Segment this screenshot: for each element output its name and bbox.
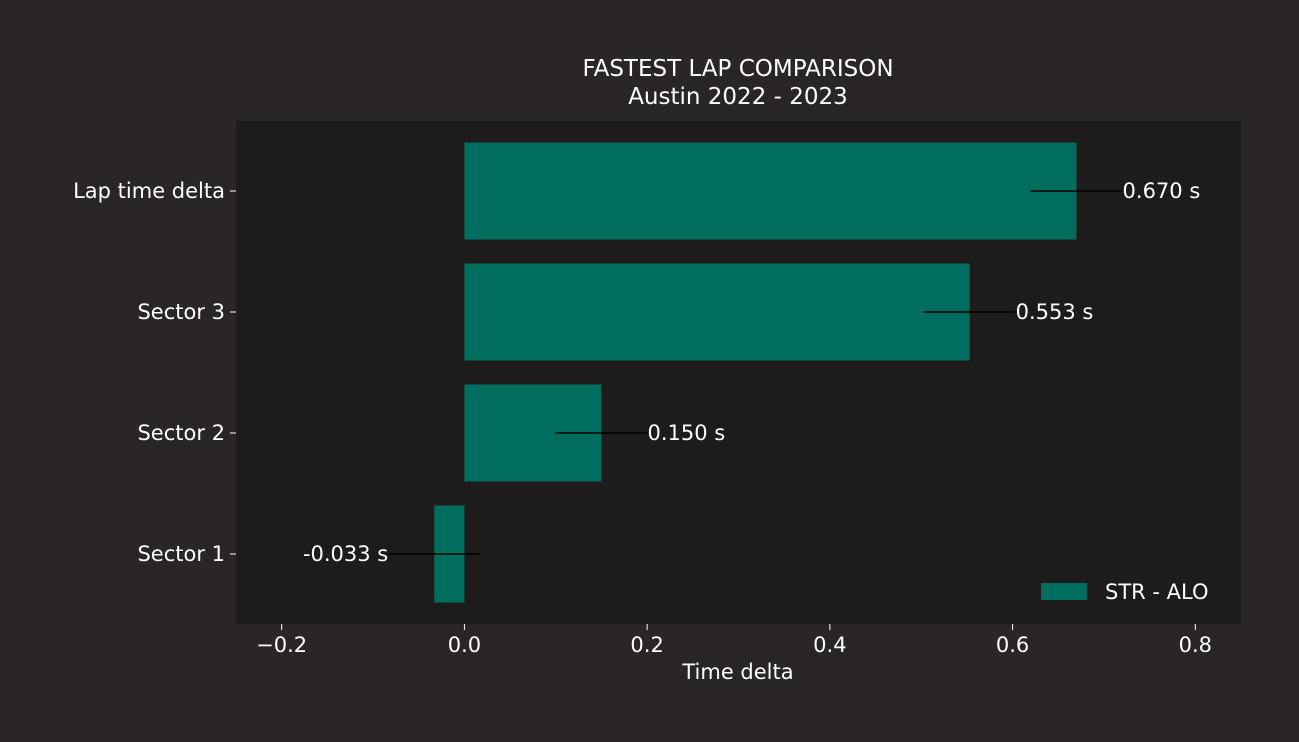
y-tick-label: Sector 3	[137, 300, 225, 324]
bar-labels-group: -0.033 s 0.150 s 0.553 s 0.670 s	[303, 179, 1200, 566]
y-tick-label: Sector 2	[137, 421, 225, 445]
x-tick-label: 0.6	[996, 633, 1029, 657]
legend-swatch	[1041, 583, 1087, 600]
bar-value-label: 0.150 s	[647, 421, 725, 445]
bar-value-label: 0.553 s	[1016, 300, 1094, 324]
chart-subtitle: Austin 2022 - 2023	[628, 84, 848, 110]
x-tick-label: 0.8	[1179, 633, 1212, 657]
bar-value-label: -0.033 s	[303, 542, 388, 566]
leader-lines-group	[388, 190, 1123, 555]
y-tick-label: Lap time delta	[73, 179, 225, 203]
x-tick-label: −0.2	[256, 633, 307, 657]
y-axis: Sector 1 Sector 2 Sector 3 Lap time delta	[73, 179, 236, 566]
x-tick-label: 0.4	[813, 633, 846, 657]
x-tick-label: 0.2	[630, 633, 663, 657]
bar-sector-3	[464, 263, 970, 361]
bar-lap-time-delta	[464, 142, 1077, 240]
bar-value-label: 0.670 s	[1123, 179, 1201, 203]
x-tick-label: 0.0	[448, 633, 481, 657]
legend: STR - ALO	[1031, 572, 1230, 612]
chart-title: FASTEST LAP COMPARISON	[582, 56, 893, 82]
y-tick-label: Sector 1	[137, 542, 225, 566]
x-axis: −0.2 0.0 0.2 0.4 0.6 0.8	[256, 624, 1212, 657]
bars-group	[434, 142, 1077, 603]
x-axis-label: Time delta	[681, 660, 793, 684]
legend-label: STR - ALO	[1105, 580, 1209, 604]
